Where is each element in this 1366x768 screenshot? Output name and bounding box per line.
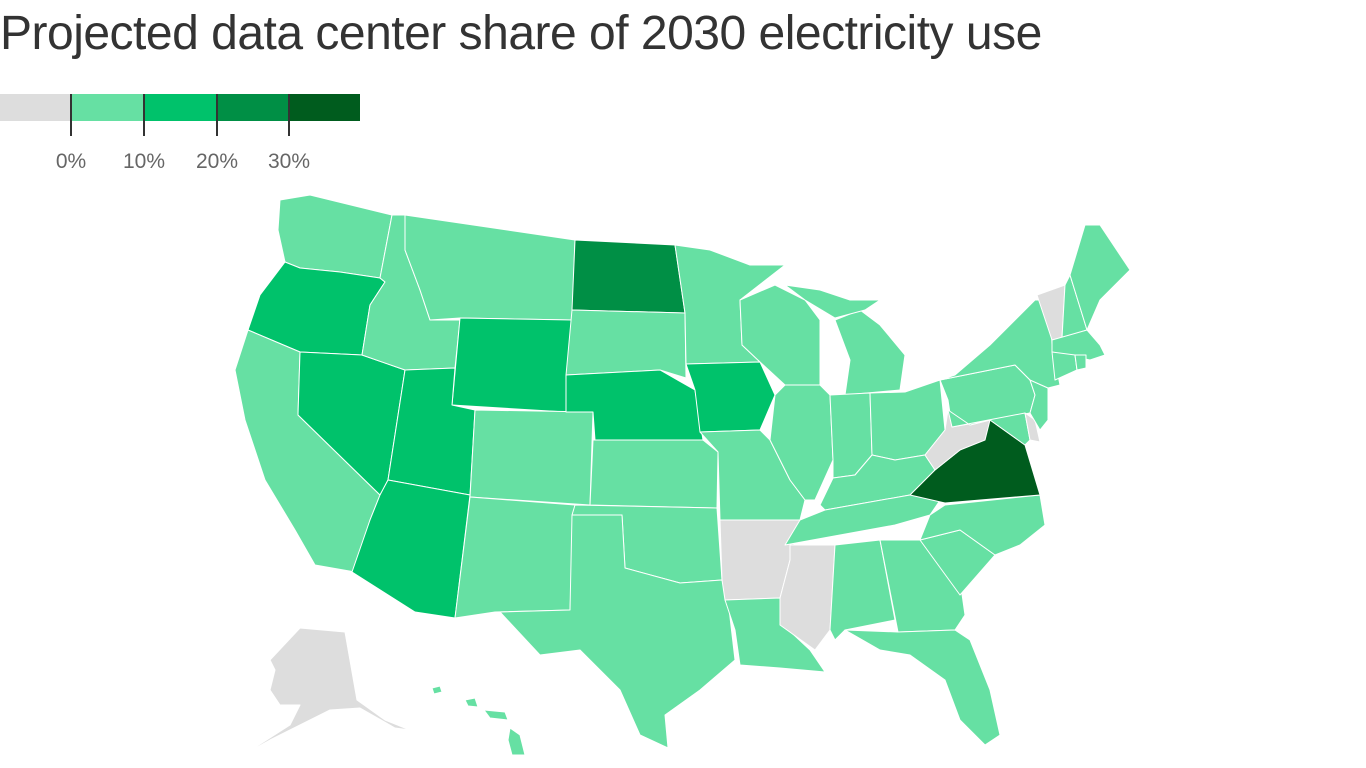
state-mi: [784, 284, 881, 319]
state-tn: [784, 492, 946, 546]
state-tx: [499, 514, 736, 749]
state-hi: [507, 727, 526, 756]
state-nc: [919, 494, 1046, 556]
state-hi: [483, 709, 509, 721]
legend-swatch-0-10: [71, 94, 144, 121]
legend-swatch-none: [0, 94, 71, 121]
legend-label-20: 20%: [195, 150, 239, 173]
state-ct: [1051, 351, 1078, 381]
legend-swatch-30-plus: [289, 94, 360, 121]
state-il: [769, 384, 834, 501]
state-ny: [939, 299, 1061, 389]
state-wy: [451, 317, 573, 413]
legend-swatch-10-20: [144, 94, 217, 121]
state-mt: [404, 214, 576, 321]
state-nm: [454, 496, 576, 619]
color-legend: 0% 10% 20% 30%: [0, 94, 370, 174]
state-co: [469, 409, 594, 506]
legend-tick: [143, 94, 145, 136]
state-mi: [834, 309, 906, 396]
state-de: [1024, 412, 1041, 443]
state-hi: [431, 685, 443, 695]
legend-label-0: 0%: [55, 150, 87, 173]
state-nd: [571, 239, 686, 314]
state-ri: [1074, 354, 1087, 371]
legend-tick: [288, 94, 290, 136]
state-ks: [589, 439, 719, 509]
legend-swatch-20-30: [217, 94, 289, 121]
state-ia: [685, 361, 776, 433]
legend-label-10: 10%: [122, 150, 166, 173]
state-ak: [242, 627, 411, 756]
chart-title: Projected data center share of 2030 elec…: [0, 7, 1042, 60]
state-fl: [844, 629, 1001, 746]
legend-tick: [216, 94, 218, 136]
legend-tick: [70, 94, 72, 136]
state-sd: [565, 309, 687, 379]
legend-label-30: 30%: [267, 150, 311, 173]
state-hi: [464, 697, 479, 708]
